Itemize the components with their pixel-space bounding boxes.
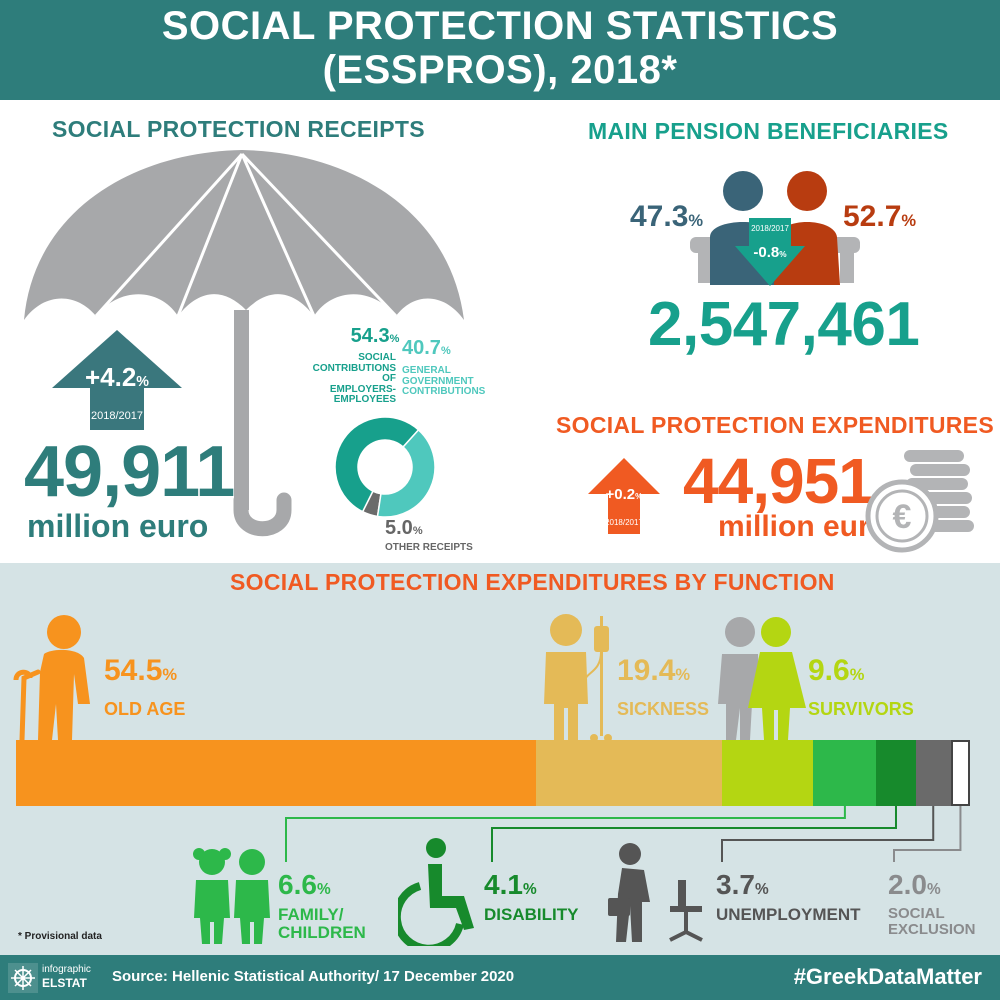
receipts-value: 49,911 (24, 432, 235, 512)
receipts-change: +4.2% (72, 362, 162, 393)
logo-text-top: infographic (42, 964, 91, 975)
survivors-couple-icon (718, 617, 806, 740)
bar-segment-family-children (813, 740, 877, 806)
donut-slice-social-contributions (334, 416, 420, 513)
bar-segment-old-age (16, 740, 537, 806)
provisional-note: * Provisional data (18, 931, 102, 942)
bar-segment-disability (876, 740, 916, 806)
disability-label: DISABILITY (484, 905, 579, 924)
sickness-label: SICKNESS (617, 699, 710, 719)
expenditures-up-arrow-icon (588, 458, 660, 534)
euro-coins-icon: € (865, 450, 974, 553)
receipts-up-arrow-icon (52, 330, 182, 430)
source-text: Source: Hellenic Statistical Authority/ … (112, 968, 515, 985)
receipts-other-label: OTHER RECEIPTS (385, 542, 473, 553)
receipts-social-contrib-label: SOCIAL CONTRIBUTIONS OF EMPLOYERS- EMPLO… (312, 352, 396, 405)
bar-segment-survivors (721, 740, 814, 806)
bar-segment-sickness (536, 740, 722, 806)
elstat-logo-icon (8, 963, 38, 993)
receipts-government-label: GENERAL GOVERNMENT CONTRIBUTIONS (402, 365, 486, 397)
hashtag: #GreekDataMatter (793, 964, 982, 989)
old-age-label: OLD AGE (104, 699, 186, 719)
social-exclusion-label: SOCIAL EXCLUSION (888, 905, 976, 938)
page-title-line1: SOCIAL PROTECTION STATISTICS (161, 4, 839, 48)
wheelchair-icon (398, 838, 474, 946)
receipts-change-unit: % (136, 374, 150, 390)
connector-lines (285, 806, 962, 862)
receipts-change-value: +4.2 (84, 362, 137, 392)
family-pct: 6.6% (278, 869, 331, 900)
bar-segment-social-exclusion (950, 740, 970, 806)
unemployment-label: UNEMPLOYMENT (716, 905, 861, 924)
unemployment-pct: 3.7% (716, 869, 769, 900)
receipts-donut-chart (334, 416, 436, 518)
expenditures-unit: million euro (718, 510, 889, 543)
survivors-label: SURVIVORS (808, 699, 914, 719)
social-exclusion-pct: 2.0% (888, 869, 941, 900)
family-label: FAMILY/ CHILDREN (278, 905, 366, 942)
elderly-person-icon (13, 615, 90, 742)
expenditures-value: 44,951 (683, 445, 874, 517)
expenditures-title: SOCIAL PROTECTION EXPENDITURES (556, 412, 994, 438)
disability-pct: 4.1% (484, 869, 537, 900)
svg-text:€: € (893, 498, 912, 536)
pensions-down-arrow-icon (735, 218, 805, 286)
pensions-change-period: 2018/2017 (751, 224, 789, 233)
receipts-change-period: 2018/2017 (91, 410, 143, 422)
bar-segment-unemployment (915, 740, 951, 806)
survivors-pct: 9.6% (808, 654, 865, 687)
old-age-pct: 54.5% (104, 654, 178, 687)
sickness-pct: 19.4% (617, 654, 691, 687)
receipts-title: SOCIAL PROTECTION RECEIPTS (52, 116, 425, 142)
family-children-icon (193, 848, 270, 944)
by-function-title: SOCIAL PROTECTION EXPENDITURES BY FUNCTI… (230, 569, 835, 595)
pensions-title: MAIN PENSION BENEFICIARIES (588, 118, 949, 144)
unemployment-connector-line (721, 806, 935, 862)
pensions-change: -0.8% (753, 244, 787, 261)
expenditures-change-period: 2018/2017 (605, 518, 643, 527)
pensions-female-pct: 52.7% (843, 200, 917, 233)
header: SOCIAL PROTECTION STATISTICS (ESSPROS), … (0, 0, 1000, 100)
footer: infographic ELSTAT Source: Hellenic Stat… (0, 955, 1000, 1000)
logo-text-bottom: ELSTAT (42, 976, 87, 990)
by-function-stacked-bar (16, 740, 970, 806)
unemployed-person-icon (608, 843, 703, 942)
pensions-male-pct: 47.3% (630, 200, 704, 233)
page-title-line2: (ESSPROS), 2018* (322, 48, 678, 92)
disability-connector-line (491, 806, 897, 862)
donut-slice-government (376, 428, 436, 518)
receipts-unit: million euro (27, 508, 209, 544)
receipts-other-pct: 5.0% (385, 517, 423, 539)
pensions-total: 2,547,461 (648, 290, 920, 359)
exclusion-connector-line (893, 806, 962, 862)
receipts-social-contrib-pct: 54.3% (350, 325, 400, 347)
receipts-government-pct: 40.7% (402, 337, 451, 359)
family-connector-line (285, 806, 846, 862)
expenditures-change: +0.2% (605, 486, 643, 503)
umbrella-icon (24, 150, 464, 537)
sick-person-iv-icon (544, 614, 612, 742)
